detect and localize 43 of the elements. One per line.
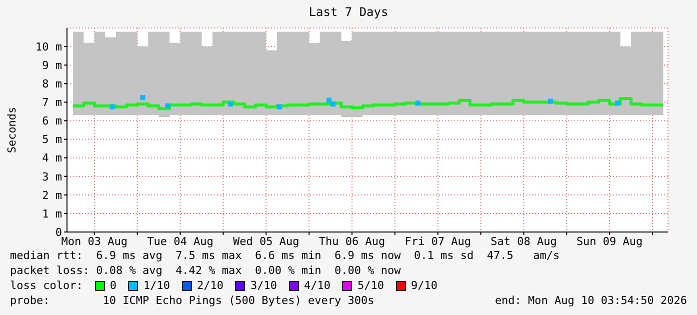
y-tick-label: 0	[55, 226, 62, 239]
text: 10 ICMP Echo Pings (500 Bytes) every 300s	[102, 294, 374, 307]
y-tick-label: 3 m	[42, 170, 62, 184]
point	[110, 104, 115, 110]
text: 3/10	[250, 279, 277, 292]
y-tick-label: 8 m	[42, 78, 62, 91]
text: 1/10	[143, 279, 170, 292]
text: 0	[110, 279, 116, 292]
y-tick-label: 4 m	[42, 152, 62, 165]
point	[548, 98, 554, 104]
y-tick-label: 10 m	[36, 40, 62, 54]
text: probe:	[10, 294, 50, 307]
x-tick-label: Mon 03 Aug	[61, 234, 128, 248]
chart-title: Last 7 Days	[308, 5, 390, 19]
text: packet loss: 0.08 % avg 4.42 % max 0.00 % min 0.00 % now	[10, 264, 401, 277]
x-tick-label: Tue 04 Aug	[147, 234, 214, 248]
x-tick-label: Wed 05 Aug	[233, 234, 300, 248]
point	[415, 100, 420, 106]
text: 9/10	[410, 279, 438, 292]
text: end: Mon Aug 10 03:54:50 2026	[494, 294, 687, 307]
y-tick-label: 5 m	[42, 133, 62, 146]
point	[615, 100, 620, 106]
y-tick-label: 9 m	[42, 58, 62, 72]
point	[228, 102, 233, 107]
point	[140, 95, 146, 100]
x-tick-label: Thu 06 Aug	[318, 234, 386, 248]
text: 5/10	[357, 279, 384, 292]
point	[330, 102, 336, 107]
x-tick-label: Sat 08 Aug	[490, 234, 557, 248]
y-tick-label: 2 m	[42, 188, 62, 202]
x-tick-label: Sun 09 Aug	[576, 234, 643, 248]
y-tick-label: 6 m	[42, 114, 62, 128]
text: 4/10	[304, 279, 330, 292]
y-tick-label: 7 m	[42, 96, 62, 110]
text: median rtt: 6.9 ms avg 7.5 ms max 6.6 ms min 6.9 ms now 0.1 ms sd 47.5 am/s	[10, 249, 560, 262]
point	[326, 98, 332, 103]
point	[165, 103, 170, 108]
point	[276, 104, 282, 110]
text: loss color:	[10, 279, 83, 292]
text: 2/10	[196, 279, 224, 292]
x-tick-label: Fri 07 Aug	[404, 234, 471, 248]
y-axis-title: Seconds	[6, 106, 18, 154]
y-tick-label: 1 m	[42, 207, 62, 220]
